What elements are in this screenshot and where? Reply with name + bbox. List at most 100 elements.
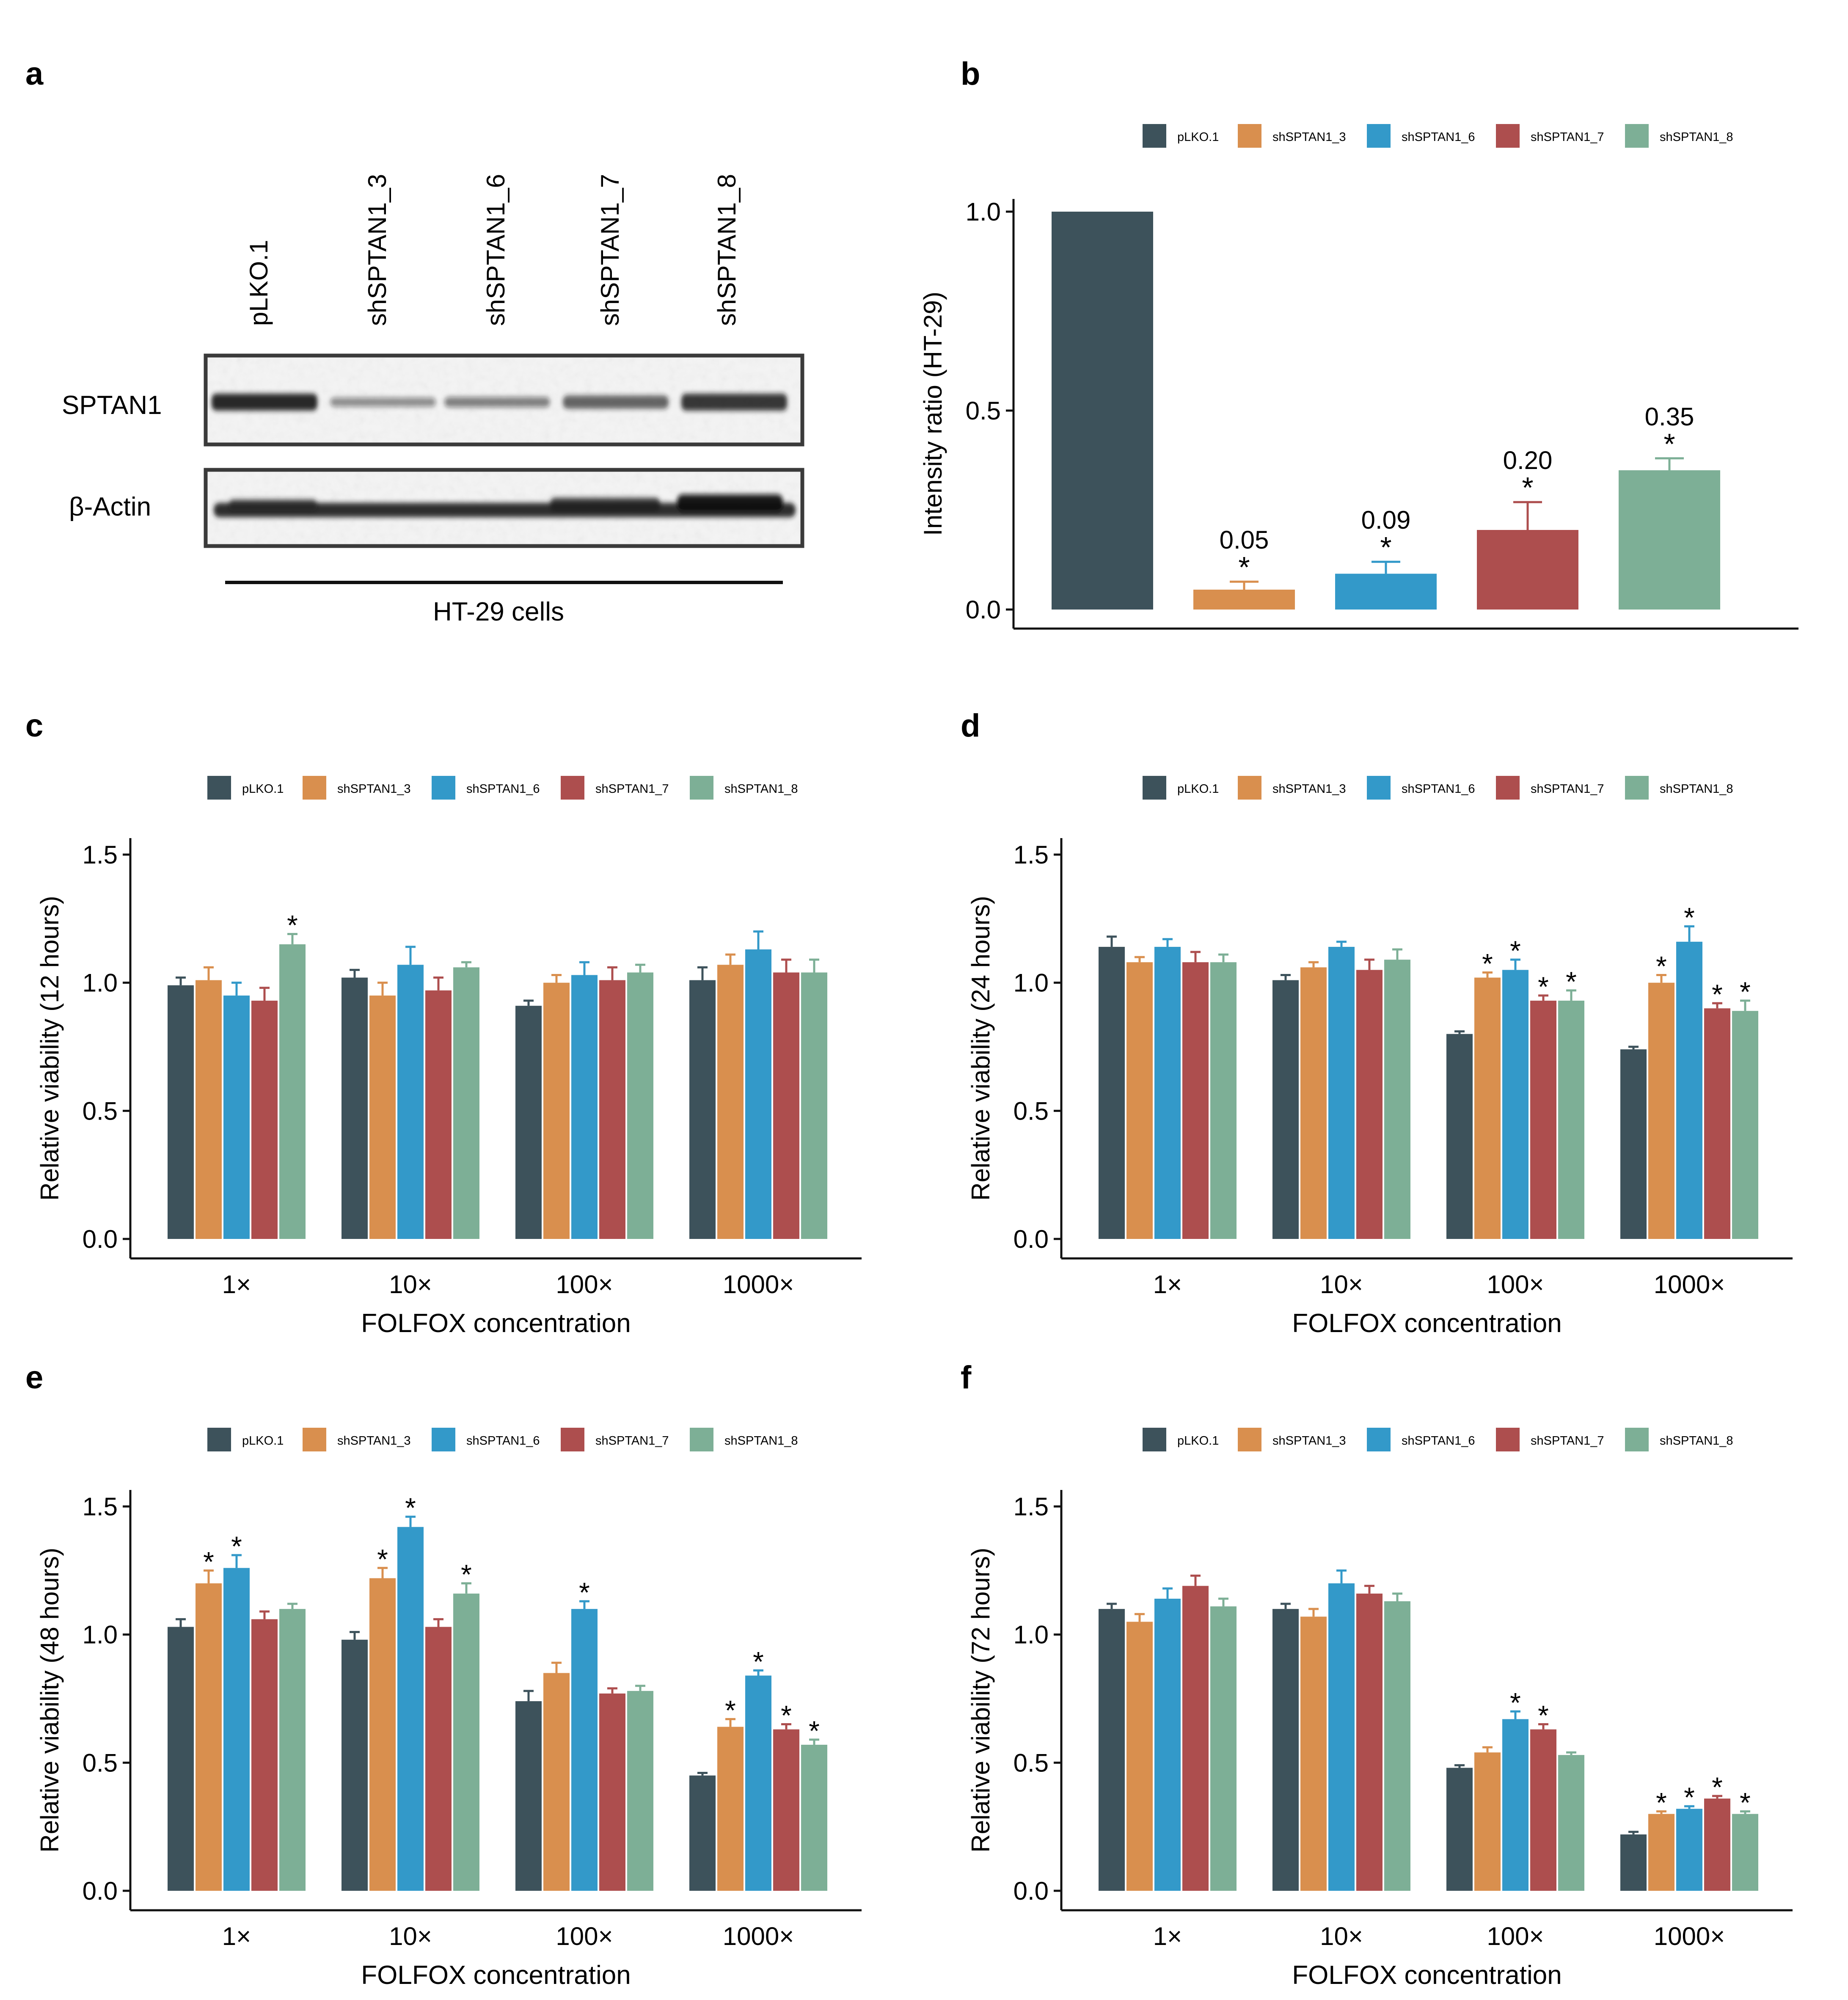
bar bbox=[1182, 962, 1209, 1239]
bar bbox=[773, 972, 799, 1239]
x-axis-title: FOLFOX concentration bbox=[1292, 1961, 1562, 1990]
y-tick-label: 1.0 bbox=[966, 198, 1001, 226]
significance-marker: * bbox=[1510, 935, 1521, 966]
significance-marker: * bbox=[1510, 1687, 1521, 1718]
significance-marker: * bbox=[203, 1546, 214, 1577]
bar bbox=[1384, 1601, 1410, 1891]
cell-line-label: HT-29 cells bbox=[433, 597, 564, 626]
legend-swatch bbox=[303, 1428, 326, 1451]
legend-swatch bbox=[1143, 776, 1166, 800]
bar bbox=[1704, 1008, 1730, 1239]
bar bbox=[745, 1675, 771, 1891]
significance-marker: * bbox=[1656, 1787, 1667, 1818]
bar bbox=[1154, 1598, 1181, 1891]
bar bbox=[1676, 941, 1702, 1239]
legend-swatch bbox=[1143, 1428, 1166, 1451]
bar bbox=[717, 1727, 744, 1891]
panel-label-f: f bbox=[961, 1360, 972, 1396]
bar bbox=[1356, 970, 1383, 1239]
significance-marker: * bbox=[1712, 1771, 1723, 1803]
blot-sptan1 bbox=[204, 353, 804, 447]
y-tick-label: 0.5 bbox=[83, 1097, 118, 1125]
bar bbox=[369, 1578, 396, 1891]
legend-label: shSPTAN1_6 bbox=[1402, 130, 1475, 144]
significance-marker: * bbox=[1684, 1782, 1695, 1813]
bar bbox=[717, 965, 744, 1239]
bar bbox=[745, 949, 771, 1239]
bar bbox=[453, 967, 479, 1239]
bar bbox=[1648, 1814, 1674, 1891]
panel-label-e: e bbox=[25, 1360, 43, 1396]
bar bbox=[627, 972, 653, 1239]
y-tick-label: 0.5 bbox=[1014, 1749, 1049, 1777]
panel-label-b: b bbox=[961, 56, 980, 92]
legend-label: shSPTAN1_7 bbox=[595, 1434, 669, 1448]
y-tick-label: 0.5 bbox=[1014, 1097, 1049, 1125]
bar bbox=[599, 980, 625, 1239]
bar-value-label: 0.09 bbox=[1361, 506, 1411, 534]
legend-swatch bbox=[1625, 124, 1649, 148]
legend-label: shSPTAN1_6 bbox=[1402, 782, 1475, 796]
bar bbox=[543, 1673, 570, 1891]
x-tick-label: 1× bbox=[222, 1270, 251, 1299]
bar bbox=[571, 975, 598, 1239]
bar bbox=[1335, 574, 1437, 610]
x-tick-label: 10× bbox=[1320, 1270, 1363, 1299]
significance-marker: * bbox=[1538, 971, 1549, 1002]
legend-label: shSPTAN1_7 bbox=[1531, 1434, 1604, 1448]
y-tick-label: 0.0 bbox=[83, 1225, 118, 1253]
x-axis-title: FOLFOX concentration bbox=[361, 1309, 631, 1338]
legend-swatch bbox=[1496, 776, 1520, 800]
bar bbox=[397, 965, 424, 1239]
bar bbox=[773, 1729, 799, 1891]
significance-marker: * bbox=[1482, 948, 1493, 979]
legend-label: shSPTAN1_7 bbox=[1531, 782, 1604, 796]
bar bbox=[1474, 1752, 1501, 1891]
bar bbox=[223, 995, 250, 1239]
legend-swatch bbox=[207, 1428, 231, 1451]
legend-label: pLKO.1 bbox=[1177, 1434, 1219, 1448]
bar bbox=[1620, 1049, 1647, 1239]
x-tick-label: 10× bbox=[389, 1270, 432, 1299]
legend-swatch bbox=[561, 776, 584, 800]
bar bbox=[1210, 962, 1237, 1239]
blot-row-label-sptan1: SPTAN1 bbox=[62, 391, 162, 420]
bar-value-label: 0.35 bbox=[1645, 403, 1694, 431]
y-axis-title: Relative viability (72 hours) bbox=[967, 1548, 995, 1852]
legend-swatch bbox=[690, 776, 713, 800]
x-tick-label: 100× bbox=[1487, 1922, 1544, 1950]
legend-label: pLKO.1 bbox=[242, 1434, 284, 1448]
x-tick-label: 10× bbox=[389, 1922, 432, 1950]
significance-marker: * bbox=[1740, 1787, 1751, 1818]
bar bbox=[1558, 1755, 1584, 1891]
x-tick-label: 100× bbox=[556, 1270, 613, 1299]
panel-d: d pLKO.1 shSPTAN1_3 shSPTAN1_6 shSPTAN1_7 shS… bbox=[961, 708, 1793, 1338]
bar bbox=[1704, 1799, 1730, 1891]
bar bbox=[342, 1639, 368, 1891]
bar bbox=[251, 1619, 278, 1891]
bar bbox=[1384, 960, 1410, 1239]
bar bbox=[1300, 967, 1327, 1239]
lane-label: shSPTAN1_6 bbox=[482, 174, 510, 326]
x-tick-label: 1× bbox=[1153, 1922, 1182, 1950]
bar-value-label: 0.05 bbox=[1220, 526, 1269, 554]
bar bbox=[1530, 1001, 1556, 1239]
bar bbox=[1272, 1609, 1299, 1891]
bar bbox=[1328, 946, 1355, 1239]
legend-label: pLKO.1 bbox=[1177, 130, 1219, 144]
x-axis-title: FOLFOX concentration bbox=[361, 1961, 631, 1990]
legend-label: shSPTAN1_6 bbox=[466, 782, 540, 796]
bar bbox=[168, 985, 194, 1239]
legend-swatch bbox=[1143, 124, 1166, 148]
legend-label: shSPTAN1_3 bbox=[1272, 1434, 1346, 1448]
legend-label: shSPTAN1_3 bbox=[1272, 130, 1346, 144]
x-tick-label: 1000× bbox=[723, 1270, 794, 1299]
significance-marker: * bbox=[405, 1492, 416, 1523]
bar bbox=[1530, 1729, 1556, 1891]
bar bbox=[1732, 1814, 1758, 1891]
sptan1-band bbox=[563, 395, 669, 409]
significance-marker: * bbox=[1684, 902, 1695, 933]
blot-row-label-actin: β-Actin bbox=[69, 492, 151, 521]
bar bbox=[599, 1693, 625, 1891]
lane-label: shSPTAN1_3 bbox=[363, 174, 391, 326]
